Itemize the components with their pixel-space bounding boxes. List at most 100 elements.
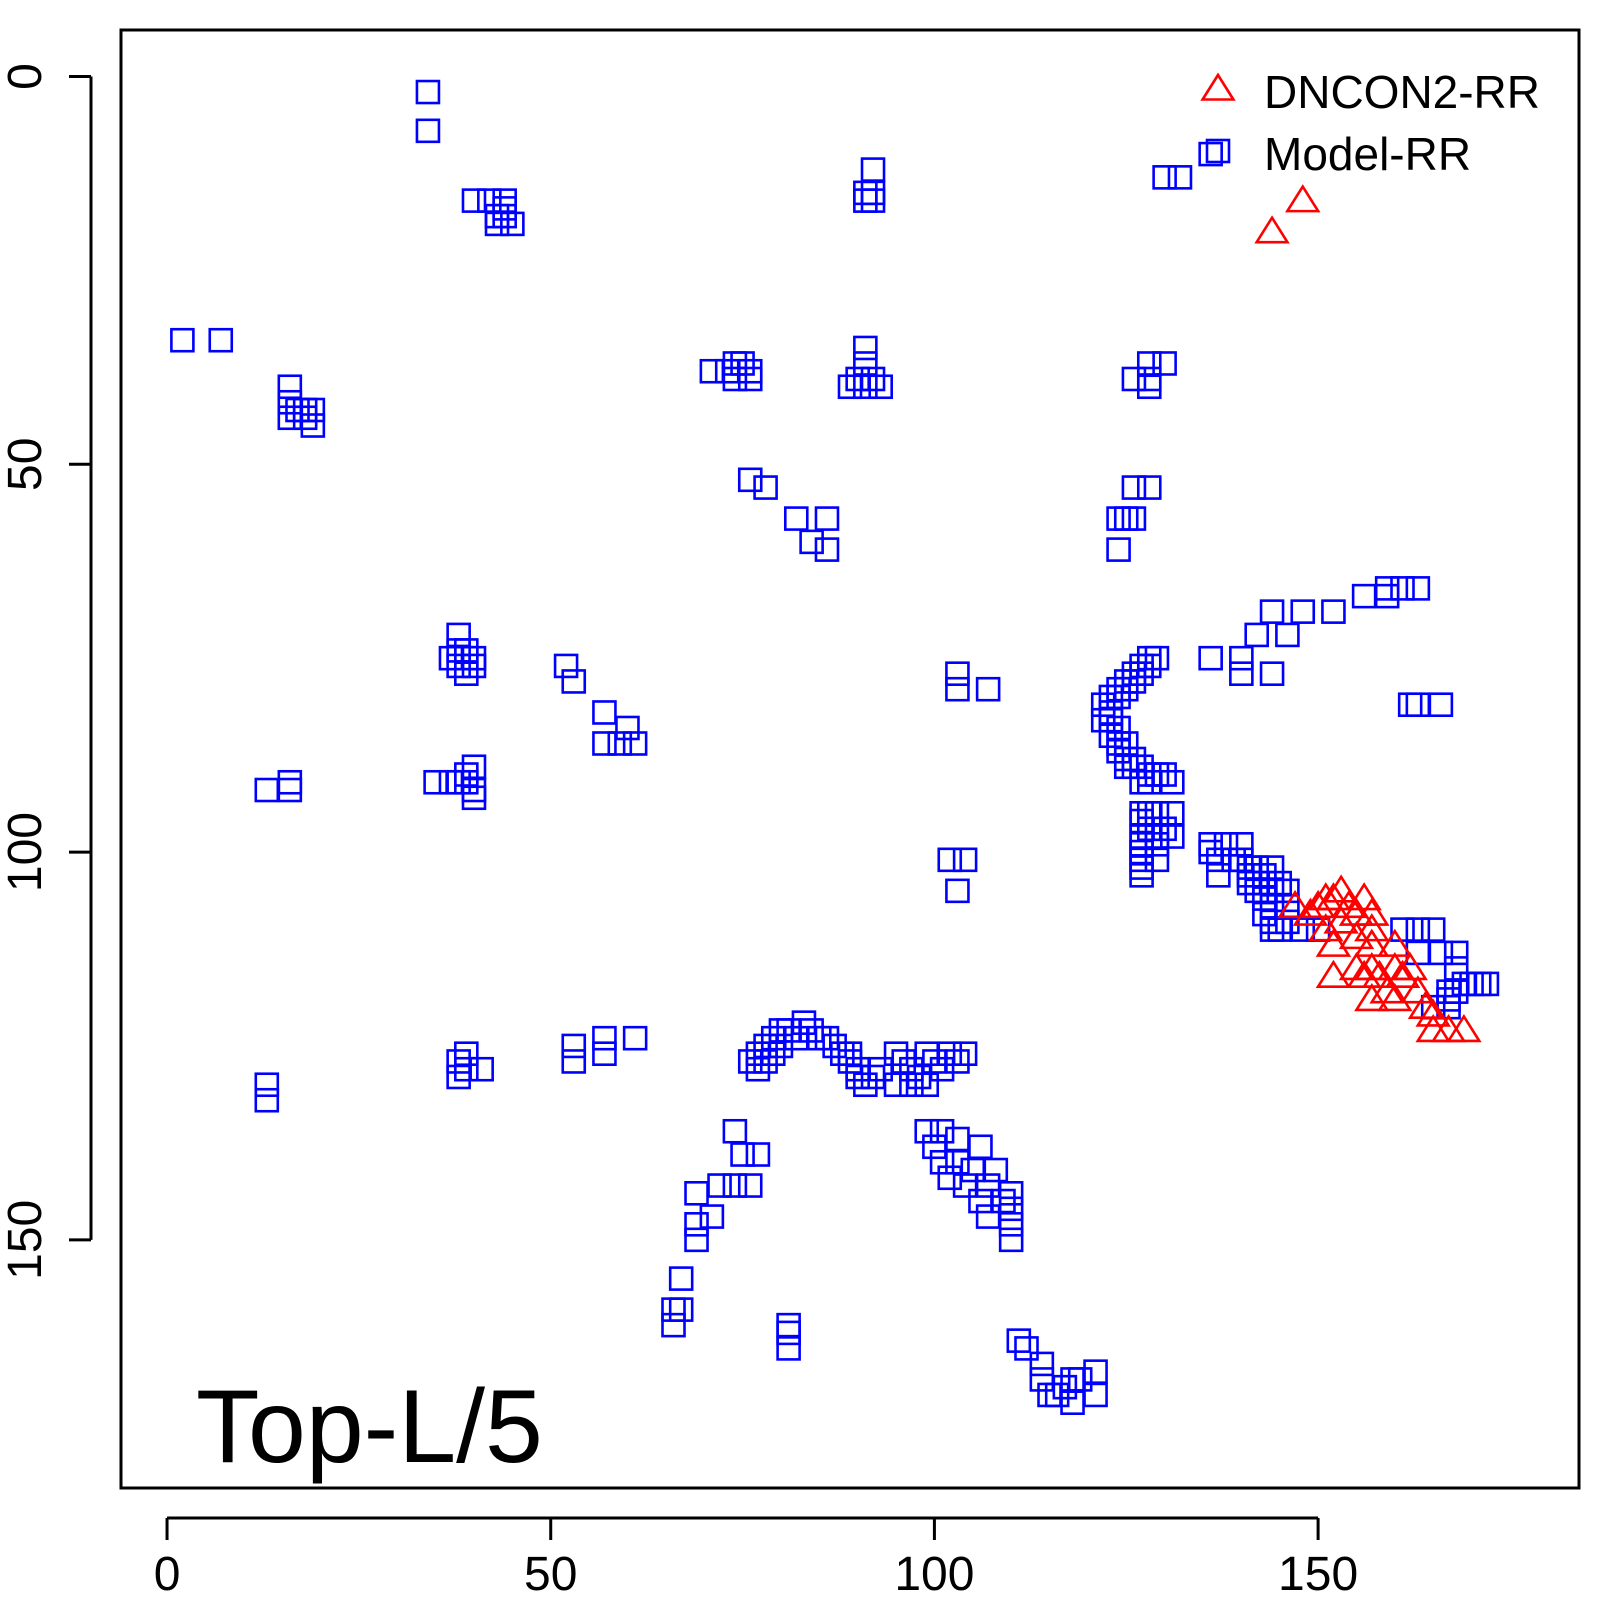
model-rr-point [1213, 832, 1239, 857]
legend-label: Model-RR [1264, 128, 1471, 180]
model-rr-point [1113, 506, 1139, 531]
model-rr-point [668, 1297, 694, 1322]
model-rr-point [737, 1049, 763, 1074]
model-rr-point [1290, 917, 1316, 942]
model-rr-point [853, 351, 878, 376]
model-rr-point [1259, 661, 1285, 686]
model-rr-point [998, 1227, 1024, 1253]
model-rr-point [208, 327, 234, 353]
model-rr-point [1390, 576, 1415, 601]
model-rr-point [1113, 676, 1139, 702]
model-rr-point [745, 1041, 771, 1067]
model-rr-point [1443, 979, 1469, 1004]
model-rr-point [446, 638, 471, 663]
model-rr-point [845, 1056, 870, 1082]
model-rr-point [1136, 762, 1162, 787]
model-rr-point [937, 1041, 963, 1067]
model-rr-point [883, 1041, 909, 1067]
model-rr-point [1152, 762, 1177, 787]
model-rr-point [1451, 971, 1477, 997]
model-rr-point [1252, 863, 1277, 888]
model-rr-point [170, 327, 195, 353]
model-rr-point [254, 777, 280, 803]
model-rr-point [830, 1041, 855, 1067]
dncon2-rr-point [1254, 215, 1290, 244]
model-rr-point [1206, 847, 1231, 873]
model-rr-point [1436, 987, 1461, 1012]
model-rr-point [1436, 979, 1461, 1004]
model-rr-point [1428, 692, 1454, 718]
model-rr-point [292, 397, 318, 423]
dncon2-rr-point [1277, 889, 1313, 919]
model-rr-point [1136, 816, 1162, 842]
dncon2-rr-point [1407, 990, 1444, 1019]
model-rr-point [776, 1336, 801, 1361]
model-rr-point [945, 1149, 970, 1175]
model-rr-point [1152, 165, 1177, 190]
model-rr-point [1259, 894, 1285, 919]
model-rr-point [1136, 475, 1162, 500]
model-rr-point [454, 645, 479, 671]
model-rr-point [1044, 1382, 1070, 1408]
dncon2-rr-point [1315, 928, 1352, 957]
model-rr-point [945, 661, 970, 686]
model-rr-point [776, 1312, 801, 1338]
model-rr-point [1244, 878, 1270, 904]
model-rr-point [484, 211, 510, 237]
model-rr-point [615, 715, 640, 741]
model-rr-point [853, 1072, 878, 1098]
model-rr-point [714, 358, 740, 384]
model-rr-point [968, 1134, 993, 1160]
model-rr-point [868, 374, 893, 400]
model-rr-point [699, 1204, 725, 1229]
model-rr-point [722, 366, 748, 392]
model-rr-point [592, 1041, 617, 1067]
model-rr-point [791, 1010, 817, 1035]
model-rr-point [1221, 847, 1246, 873]
model-rr-point [1252, 886, 1277, 911]
model-rr-point [853, 335, 878, 361]
model-rr-point [1259, 878, 1285, 904]
y-tick-label: 150 [0, 1200, 52, 1280]
model-rr-point [300, 413, 326, 438]
model-rr-point [1090, 692, 1116, 718]
model-rr-point [922, 1134, 947, 1160]
model-rr-point [415, 79, 441, 105]
model-rr-point [837, 1049, 863, 1074]
model-rr-point [446, 769, 471, 795]
model-rr-point [477, 188, 502, 213]
model-rr-point [561, 669, 587, 694]
model-rr-point [1152, 351, 1177, 376]
model-rr-point [1252, 870, 1277, 896]
model-rr-point [753, 1049, 778, 1074]
model-rr-point [799, 529, 824, 555]
model-rr-point [438, 769, 464, 795]
model-rr-point [1198, 645, 1223, 671]
dncon2-rr-point [1315, 882, 1352, 911]
model-rr-point [592, 1025, 617, 1051]
model-rr-point [1060, 1390, 1085, 1415]
model-rr-point [737, 358, 763, 384]
model-rr-point [1136, 769, 1162, 795]
model-rr-point [684, 1227, 709, 1253]
model-rr-point [822, 1033, 847, 1059]
model-rr-point [1229, 661, 1254, 686]
model-rr-point [254, 1087, 280, 1113]
series-model-rr [170, 79, 1500, 1415]
model-rr-point [292, 405, 318, 431]
model-rr-point [1121, 754, 1147, 780]
model-rr-point [1275, 622, 1300, 648]
dncon2-rr-point [1361, 959, 1398, 988]
model-rr-point [1060, 1367, 1085, 1392]
model-rr-point [1136, 366, 1162, 392]
dncon2-rr-point [1384, 959, 1421, 988]
dncon2-rr-point [1292, 897, 1329, 926]
model-rr-point [1129, 661, 1154, 686]
model-rr-point [592, 700, 617, 725]
model-rr-point [1129, 855, 1154, 880]
model-rr-point [622, 731, 648, 756]
model-rr-point [1159, 800, 1185, 826]
model-rr-point [860, 157, 886, 182]
model-rr-point [454, 638, 479, 663]
model-rr-point [1428, 940, 1454, 966]
